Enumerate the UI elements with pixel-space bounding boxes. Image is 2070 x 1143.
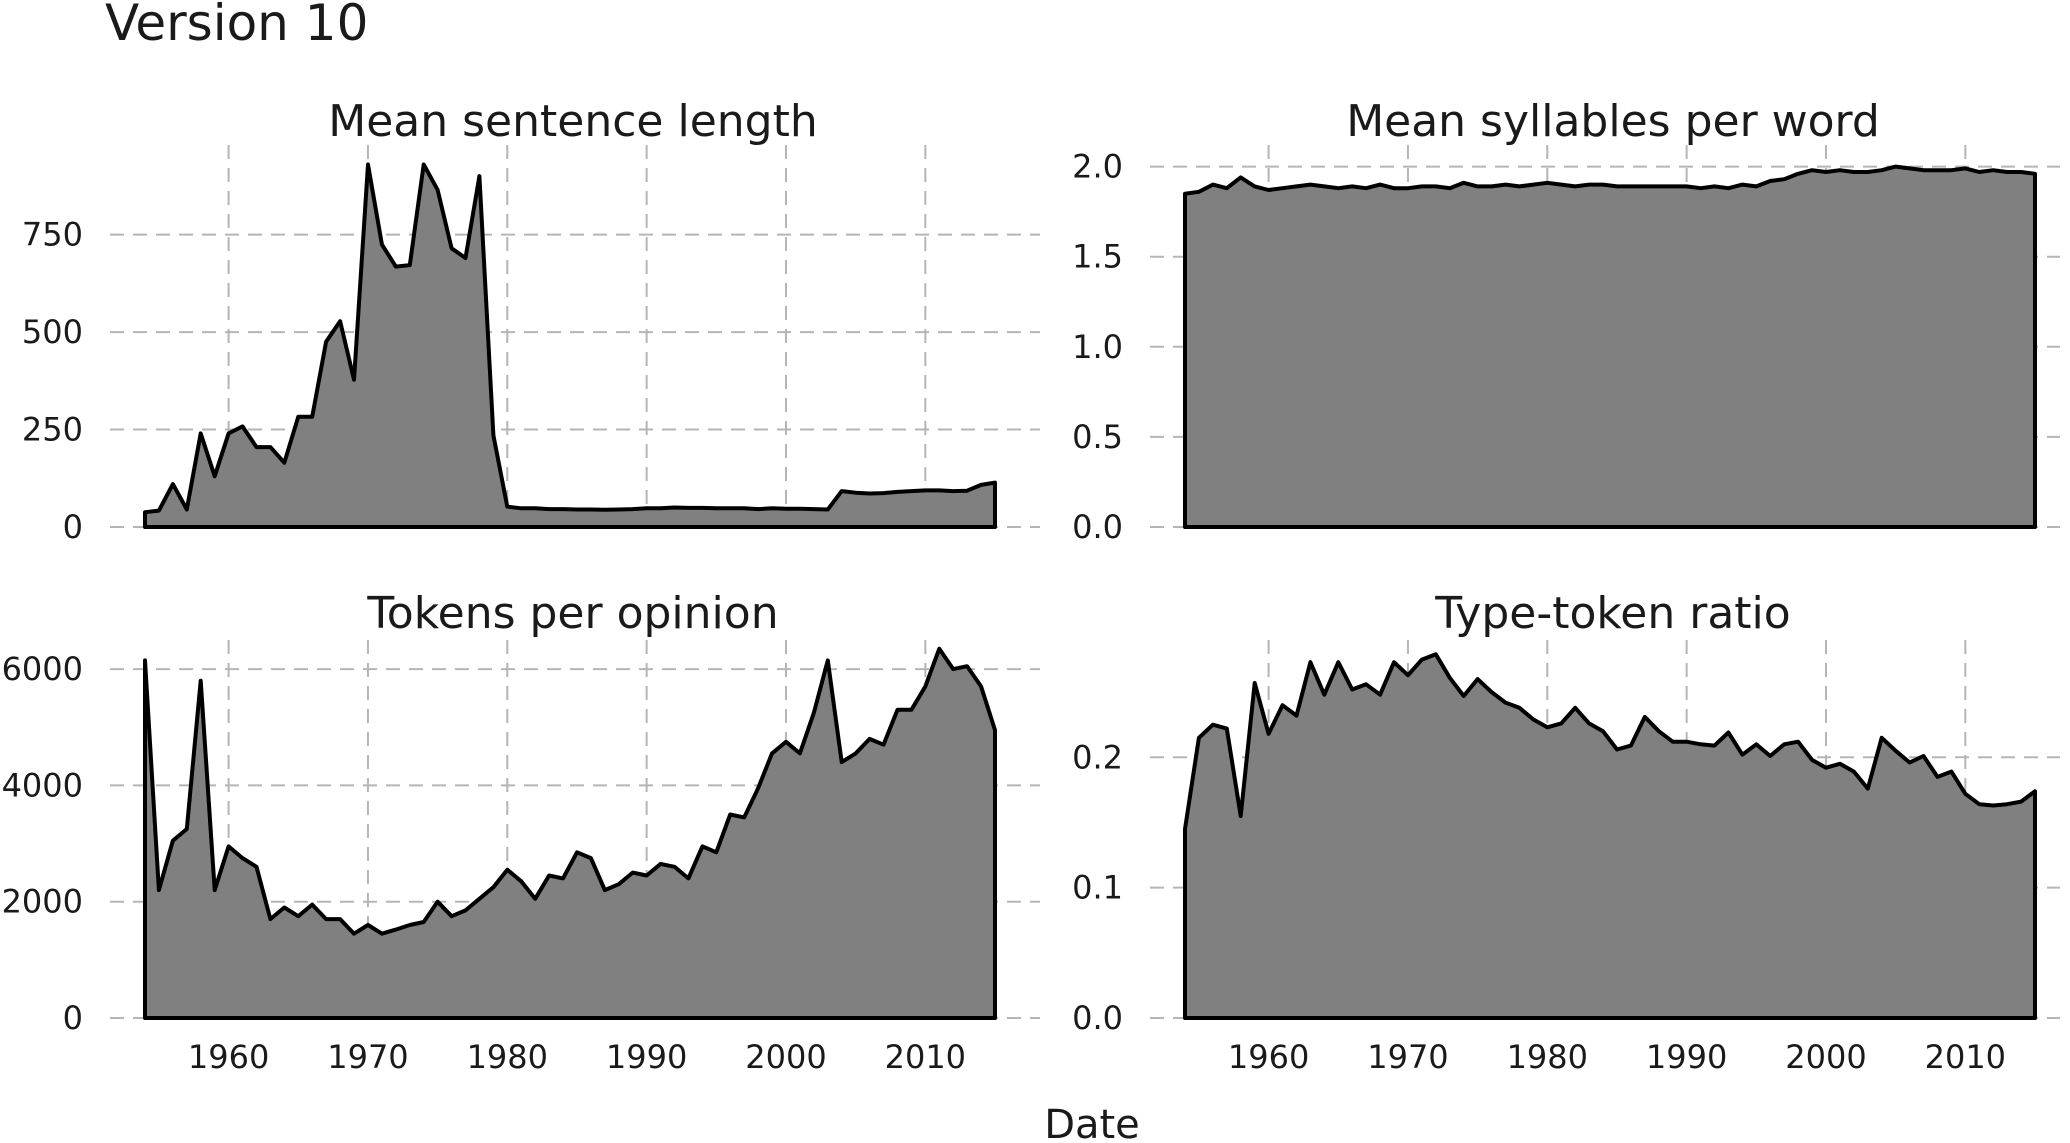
panel-title: Type-token ratio — [1434, 588, 1790, 639]
y-tick-label: 250 — [22, 411, 83, 449]
y-tick-label: 4000 — [2, 766, 83, 804]
x-tick-label: 1980 — [467, 1038, 548, 1076]
y-tick-label: 0.0 — [1072, 999, 1123, 1037]
x-tick-label: 1970 — [1367, 1038, 1448, 1076]
series-area — [143, 162, 997, 529]
y-tick-label: 500 — [22, 313, 83, 351]
x-tick-label: 2000 — [745, 1038, 826, 1076]
x-tick-label: 2000 — [1785, 1038, 1866, 1076]
x-tick-label: 1960 — [188, 1038, 269, 1076]
panel-mean-sentence-length: Mean sentence length 0 250 500 750 — [22, 96, 1040, 546]
y-tick-label: 1.0 — [1072, 328, 1123, 366]
y-tick-label: 750 — [22, 216, 83, 254]
x-tick-label: 1980 — [1507, 1038, 1588, 1076]
x-tick-label: 2010 — [885, 1038, 966, 1076]
series-area — [143, 646, 997, 1020]
panel-title: Mean sentence length — [328, 96, 817, 147]
y-tick-label: 6000 — [2, 650, 83, 688]
panel-type-token-ratio: Type-token ratio 0.0 0.1 0.2 1960 1970 1980 19… — [1072, 588, 2060, 1076]
panel-title: Tokens per opinion — [366, 588, 778, 639]
panel-mean-syllables-per-word: Mean syllables per word 0.0 0.5 1.0 1.5 2.0 — [1072, 96, 2060, 546]
x-tick-label: 1970 — [327, 1038, 408, 1076]
series-area — [1183, 652, 2037, 1020]
y-tick-label: 0.5 — [1072, 418, 1123, 456]
series-area — [1183, 164, 2037, 529]
y-tick-label: 0 — [63, 999, 83, 1037]
x-tick-label: 1990 — [606, 1038, 687, 1076]
panel-tokens-per-opinion: Tokens per opinion 0 2000 4000 6000 1960 1970… — [2, 588, 1040, 1076]
y-tick-label: 2.0 — [1072, 148, 1123, 186]
x-tick-label: 1990 — [1646, 1038, 1727, 1076]
x-tick-label: 2010 — [1925, 1038, 2006, 1076]
y-tick-label: 0.0 — [1072, 508, 1123, 546]
y-tick-label: 0.2 — [1072, 738, 1123, 776]
x-tick-label: 1960 — [1228, 1038, 1309, 1076]
y-tick-label: 1.5 — [1072, 238, 1123, 276]
figure-title: Version 10 — [105, 0, 368, 52]
y-tick-label: 2000 — [2, 883, 83, 921]
x-axis-label: Date — [1044, 1102, 1140, 1143]
panel-title: Mean syllables per word — [1346, 96, 1880, 147]
y-tick-label: 0 — [63, 508, 83, 546]
y-tick-label: 0.1 — [1072, 869, 1123, 907]
